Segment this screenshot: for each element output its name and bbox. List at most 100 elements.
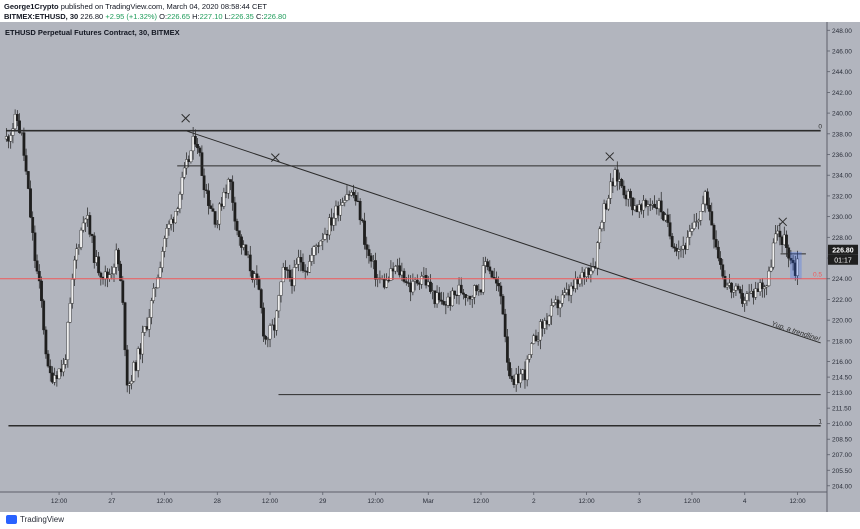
price-tick-label: 240.00 bbox=[832, 111, 852, 118]
candle-body bbox=[622, 185, 626, 196]
h-value: 227.10 bbox=[199, 12, 223, 21]
candle bbox=[9, 132, 13, 149]
candle-body bbox=[732, 289, 736, 293]
candle-body bbox=[13, 114, 17, 129]
candle-body bbox=[629, 190, 632, 198]
price-tick-label: 210.00 bbox=[832, 421, 852, 428]
candle-body bbox=[712, 224, 716, 240]
candle-body bbox=[653, 203, 657, 208]
price-labels: 226.80 01:17 bbox=[828, 244, 858, 265]
cross-mark-icon bbox=[270, 153, 280, 162]
candle-body bbox=[736, 285, 740, 290]
candle-body bbox=[237, 230, 241, 238]
candle bbox=[442, 292, 446, 306]
candle-body bbox=[75, 248, 79, 261]
candle-body bbox=[615, 169, 619, 182]
candle-body bbox=[110, 273, 114, 275]
candle bbox=[66, 321, 70, 368]
candle-body bbox=[389, 268, 393, 281]
candle-body bbox=[492, 277, 496, 279]
candle bbox=[248, 245, 252, 277]
candle-body bbox=[501, 295, 505, 315]
countdown-tag-label: 01:17 bbox=[834, 257, 852, 264]
candle-body bbox=[301, 261, 305, 271]
candle bbox=[459, 277, 463, 294]
symbol-name[interactable]: BITMEX:ETHUSD, 30 bbox=[4, 12, 79, 21]
candle-body bbox=[303, 270, 307, 272]
candle bbox=[369, 253, 373, 268]
candle bbox=[668, 214, 672, 240]
candle bbox=[279, 281, 283, 303]
candle-body bbox=[268, 325, 272, 340]
candle bbox=[84, 218, 87, 232]
candle-body bbox=[547, 315, 551, 325]
candle-body bbox=[123, 302, 127, 351]
candle bbox=[774, 224, 777, 244]
candle bbox=[196, 138, 199, 155]
price-tick-label: 208.50 bbox=[832, 437, 852, 444]
candle bbox=[549, 298, 553, 325]
candle bbox=[75, 243, 79, 269]
candle-body bbox=[486, 261, 490, 268]
candle bbox=[708, 197, 711, 221]
candle bbox=[35, 254, 39, 275]
author-name[interactable]: George1Crypto bbox=[4, 2, 59, 11]
candle bbox=[358, 198, 362, 225]
candle bbox=[508, 358, 511, 379]
candle bbox=[760, 278, 764, 298]
candle bbox=[204, 183, 208, 194]
candle bbox=[244, 244, 248, 256]
candle bbox=[494, 271, 498, 291]
candle bbox=[15, 110, 19, 127]
candle-body bbox=[119, 263, 123, 281]
candle bbox=[211, 203, 215, 212]
price-axis[interactable]: 204.00 205.50 207.00 208.50 210.00 211.50 213.… bbox=[827, 28, 852, 491]
candle bbox=[42, 298, 46, 335]
price-tick-label: 216.00 bbox=[832, 359, 852, 366]
time-tick-label: 29 bbox=[319, 498, 327, 505]
candle bbox=[631, 197, 635, 216]
candle-body bbox=[705, 191, 709, 206]
candle-body bbox=[198, 147, 202, 153]
candle bbox=[200, 145, 204, 176]
chart-background bbox=[0, 22, 860, 512]
time-tick-label: 12:00 bbox=[51, 498, 68, 505]
candle-body bbox=[631, 197, 635, 211]
candle bbox=[213, 211, 217, 228]
candle bbox=[714, 230, 718, 250]
candle bbox=[387, 276, 391, 283]
candle bbox=[310, 247, 314, 266]
candle bbox=[622, 180, 626, 199]
candle-body bbox=[112, 266, 116, 275]
candle-body bbox=[125, 349, 129, 386]
tradingview-logo[interactable]: TradingView bbox=[6, 515, 64, 524]
candle bbox=[235, 218, 239, 236]
candle-body bbox=[90, 234, 94, 237]
l-value: 226.35 bbox=[230, 12, 254, 21]
trendline[interactable] bbox=[185, 130, 821, 344]
candle bbox=[659, 191, 663, 220]
candle-body bbox=[233, 202, 237, 222]
candle-body bbox=[796, 258, 799, 276]
candle bbox=[255, 265, 259, 286]
price-tick-label: 220.00 bbox=[832, 318, 852, 325]
candles bbox=[4, 109, 799, 394]
candle bbox=[119, 260, 123, 282]
candle-body bbox=[312, 246, 316, 256]
candle bbox=[730, 282, 733, 299]
candle bbox=[193, 129, 197, 148]
candle bbox=[440, 291, 443, 305]
candle-body bbox=[424, 274, 428, 286]
time-axis[interactable]: 12:00 27 12:00 28 12:00 29 12:00 Mar 12:00 2 12:00… bbox=[51, 492, 806, 505]
candle-body bbox=[229, 179, 232, 182]
candle bbox=[123, 301, 127, 357]
candle-body bbox=[596, 242, 599, 269]
candle bbox=[398, 257, 402, 278]
price-tick-label: 207.00 bbox=[832, 452, 852, 459]
candle bbox=[37, 264, 41, 289]
candle-body bbox=[488, 266, 492, 272]
candle-body bbox=[352, 192, 355, 196]
candle bbox=[563, 287, 566, 298]
